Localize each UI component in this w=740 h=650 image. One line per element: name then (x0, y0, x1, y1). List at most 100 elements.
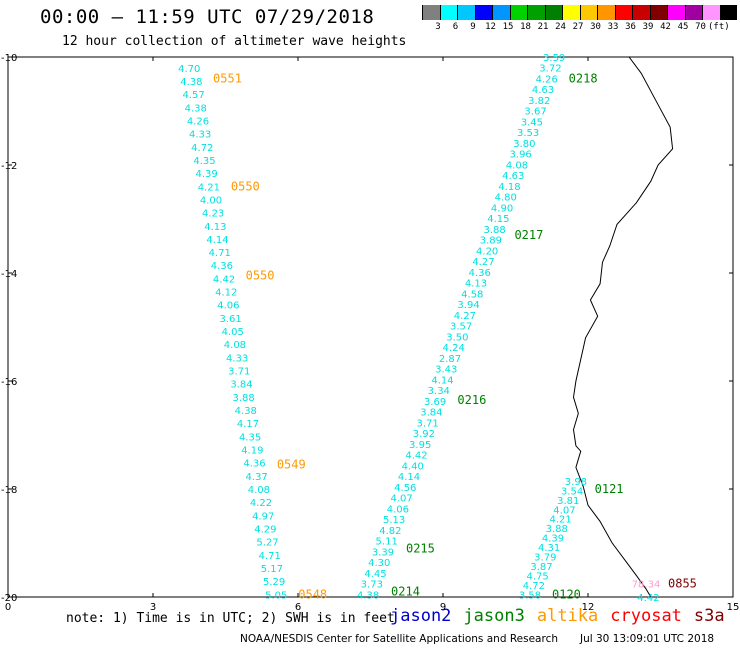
wave-height-value: 4.14 (398, 472, 420, 483)
color-scale-label: 42 (660, 22, 671, 32)
coastline (572, 56, 674, 598)
wave-height-value: 4.72 (523, 581, 545, 592)
wave-height-value: 3.80 (513, 139, 535, 150)
wave-height-value: 4.97 (252, 511, 274, 522)
x-tick-label: 12 (582, 602, 595, 613)
color-scale-swatch (632, 5, 650, 20)
footer-source: NOAA/NESDIS Center for Satellite Applica… (240, 633, 558, 645)
color-scale-label: 18 (520, 22, 531, 32)
wave-height-value: 3.98 (565, 477, 587, 488)
color-scale-swatch (719, 5, 737, 20)
wave-height-value: 2.87 (439, 354, 461, 365)
wave-height-value: 4.38 (235, 406, 257, 417)
wave-height-value: 4.35 (193, 156, 215, 167)
wave-height-value: 3.71 (228, 367, 250, 378)
wave-height-value: 3.88 (232, 393, 254, 404)
wave-height-value: 78.34 (632, 580, 661, 591)
wave-height-value: 3.50 (446, 332, 468, 343)
color-scale-label: 30 (590, 22, 601, 32)
wave-height-value: 3.53 (517, 128, 539, 139)
wave-height-value: 5.05 (265, 590, 287, 601)
wave-height-value: 4.31 (538, 543, 560, 554)
wave-height-value: 5.11 (376, 537, 398, 548)
wave-height-value: 4.24 (443, 343, 465, 354)
wave-height-value: 5.13 (383, 515, 405, 526)
wave-height-value: 3.84 (230, 380, 252, 391)
color-scale-swatch (527, 5, 545, 20)
wave-height-value: 4.07 (553, 505, 575, 516)
wave-height-value: 3.89 (480, 236, 502, 247)
wave-height-value: 3.96 (510, 150, 532, 161)
color-scale-swatch (439, 5, 457, 20)
wave-height-value: 4.08 (224, 340, 246, 351)
wave-height-value: 3.43 (435, 365, 457, 376)
wave-height-value: 4.14 (206, 235, 228, 246)
pass-time-label: 0549 (277, 458, 306, 472)
wave-height-value: 3.34 (428, 386, 450, 397)
wave-height-value: 4.13 (204, 222, 226, 233)
wave-height-value: 3.39 (372, 547, 394, 558)
wave-height-value: 4.20 (476, 246, 498, 257)
footer-note: note: 1) Time is in UTC; 2) SWH is in fe… (66, 611, 395, 626)
wave-height-value: 4.80 (495, 193, 517, 204)
wave-height-value: 4.39 (542, 534, 564, 545)
color-scale-swatch (422, 5, 440, 20)
wave-height-value: 4.38 (357, 590, 379, 601)
wave-height-value: 4.58 (461, 289, 483, 300)
wave-height-value: 4.33 (189, 130, 211, 141)
wave-height-value: 4.30 (368, 558, 390, 569)
color-scale-swatch (492, 5, 510, 20)
wave-height-value: 4.17 (237, 419, 259, 430)
wave-height-value: 4.27 (454, 311, 476, 322)
wave-height-value: 3.61 (219, 314, 241, 325)
wave-height-value: 4.26 (536, 74, 558, 85)
wave-height-value: 5.29 (263, 577, 285, 588)
y-tick-label: -18 (1, 485, 17, 496)
wave-height-value: 4.06 (217, 301, 239, 312)
wave-height-value: 4.36 (211, 261, 233, 272)
wave-height-value: 4.75 (527, 571, 549, 582)
x-tick-label: 6 (295, 602, 301, 613)
x-tick-label: 0 (5, 602, 11, 613)
wave-height-value: 4.57 (182, 90, 204, 101)
wave-height-value: 3.54 (561, 486, 583, 497)
color-scale-label: 15 (502, 22, 514, 32)
wave-height-value: 3.59 (543, 53, 565, 64)
color-scale-label: 6 (452, 22, 459, 32)
wave-height-value: 4.63 (502, 171, 524, 182)
pass-time-label: 0550 (231, 180, 260, 194)
wave-height-value: 4.37 (246, 472, 268, 483)
y-tick-label: -20 (1, 593, 17, 604)
map-frame (7, 56, 734, 598)
pass-time-label: 0218 (569, 72, 598, 86)
wave-height-value: 4.42 (213, 274, 235, 285)
color-scale-label: 33 (607, 22, 619, 32)
color-scale-swatch (474, 5, 492, 20)
wave-height-value: 4.07 (390, 494, 412, 505)
y-tick-label: -16 (1, 377, 17, 388)
wave-height-value: 4.22 (250, 498, 272, 509)
wave-height-value: 4.71 (209, 248, 231, 259)
wave-height-value: 4.29 (254, 524, 276, 535)
wave-height-value: 4.42 (405, 451, 427, 462)
wave-height-value: 4.90 (491, 203, 513, 214)
pass-time-label: 0121 (595, 482, 624, 496)
wave-height-value: 5.17 (261, 564, 283, 575)
color-scale-label: 39 (642, 22, 654, 32)
satellite-legend-s3a: s3a (693, 606, 725, 626)
wave-height-value: 3.88 (546, 524, 568, 535)
color-scale-label: 3 (435, 22, 441, 32)
satellite-legend: jason2 jason3 altika cryosat s3a (390, 606, 737, 626)
satellite-legend-cryosat: cryosat (610, 606, 682, 626)
wave-height-value: 4.70 (178, 64, 200, 75)
wave-height-value: 3.73 (361, 580, 383, 591)
wave-height-value: 4.33 (226, 353, 248, 364)
wave-height-value: 3.82 (528, 96, 550, 107)
wave-height-value: 4.19 (241, 446, 263, 457)
wave-height-value: 3.81 (557, 496, 579, 507)
wave-height-value: 4.39 (196, 169, 218, 180)
color-scale-swatch (614, 5, 632, 20)
wave-height-value: 4.27 (472, 257, 494, 268)
color-scale-swatch (579, 5, 597, 20)
